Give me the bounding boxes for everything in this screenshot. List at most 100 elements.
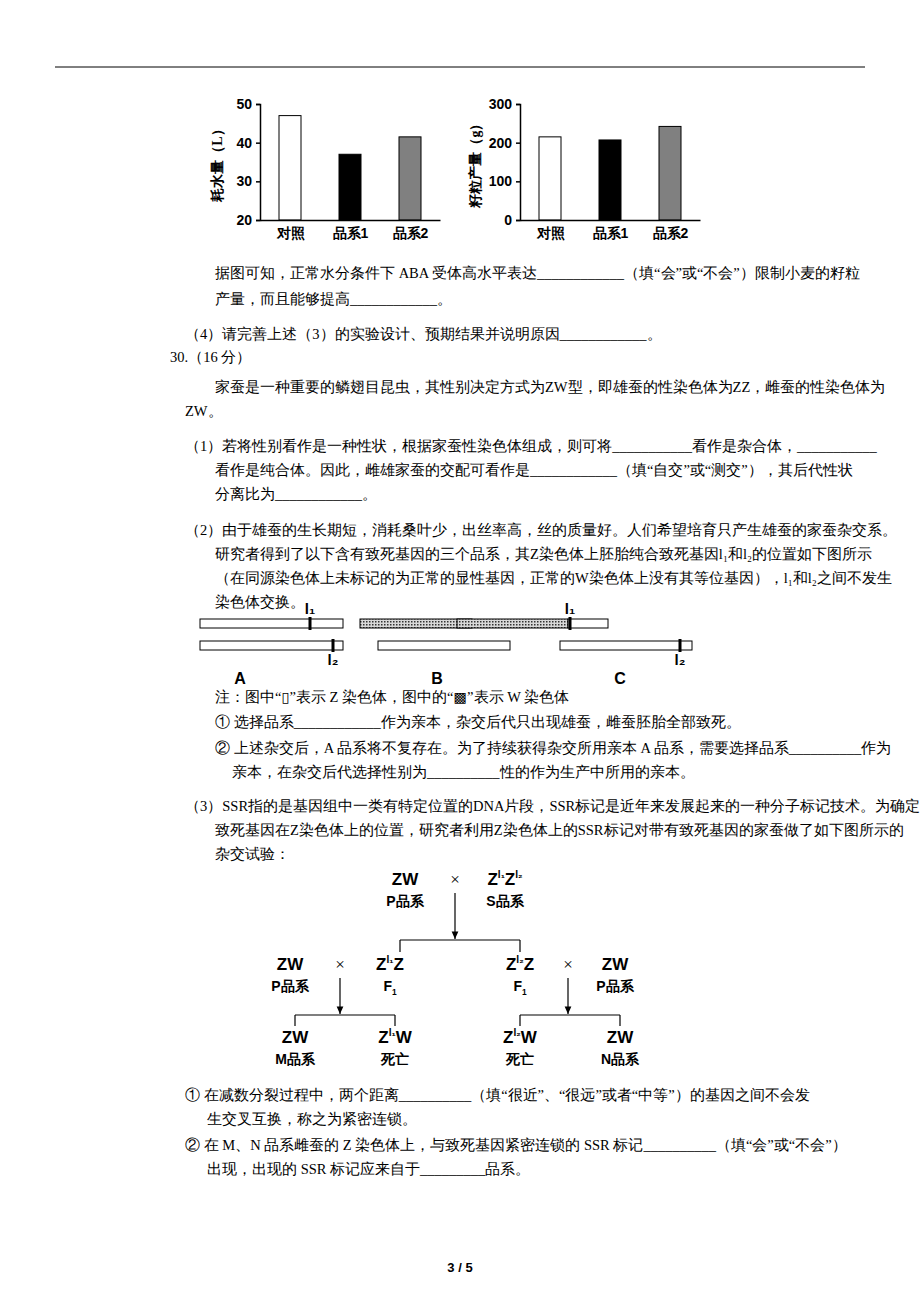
genotype: ZW (277, 955, 304, 974)
text-part: 1 (392, 987, 397, 997)
text-part: P品系 (271, 978, 309, 994)
bars (279, 116, 421, 220)
outcome-label: 死亡 (380, 1051, 409, 1067)
axis-line (521, 220, 701, 222)
tick: 40 (236, 135, 260, 151)
x-axis: 对照 品系1 品系2 (521, 220, 701, 241)
text-part: Z (376, 955, 386, 974)
z-chromosome (568, 619, 608, 628)
text-part: W (396, 1028, 413, 1047)
bar (279, 116, 301, 220)
text-line: 产量，而且能够提高____________。 (215, 291, 452, 307)
page: 20304050对照品系1品系2耗水量（L）0100200300对照品系1品系2… (0, 0, 920, 1302)
outcome-label: 死亡 (505, 1051, 534, 1067)
x-axis: 对照品系1品系2 (261, 220, 441, 241)
genotype: Zl₂W (503, 1027, 538, 1047)
tick-label: 品系1 (593, 225, 629, 241)
tick: 20 (236, 212, 260, 228)
text-line: （3）SSR指的是基因组中一类有特定位置的DNA片段，SSR标记是近年来发展起来… (185, 798, 920, 814)
gene-label: l₁ (305, 600, 315, 617)
tick-label: 品系2 (393, 225, 429, 241)
tick-label: 200 (489, 135, 513, 151)
text-line: （4）请完善上述（3）的实验设计、预期结果并说明原因____________。 (185, 326, 662, 342)
text-part: Z (505, 870, 515, 889)
strain-label: F1 (513, 978, 527, 997)
tick-label: 对照 (276, 225, 305, 241)
text-part: Z (487, 870, 497, 889)
tick: 30 (236, 173, 260, 189)
text-part: ZW (282, 1028, 309, 1047)
text-line: 30.（16 分） (170, 349, 251, 365)
bracket-line (520, 1014, 620, 1015)
text-part: N品系 (601, 1051, 640, 1067)
text-part: l₂ (515, 869, 522, 880)
strain-label: N品系 (601, 1051, 640, 1067)
z-chromosome (378, 641, 510, 650)
text-part: 1 (522, 987, 527, 997)
z-chromosome (200, 641, 343, 650)
tick-label: 300 (489, 96, 513, 112)
gene-label: l₂ (328, 651, 339, 668)
tick-mark (256, 142, 260, 144)
text-part: P品系 (386, 893, 424, 909)
axis-line (261, 220, 441, 222)
bracket-line (394, 1015, 395, 1026)
genotype: Zl₁Z (376, 954, 404, 974)
strain-label: P品系 (386, 893, 424, 909)
text-line: 分离比为____________。 (215, 486, 377, 502)
bars (539, 126, 681, 220)
text-line: 家蚕是一种重要的鳞翅目昆虫，其性别决定方式为ZW型，即雄蚕的性染色体为ZZ，雌蚕… (215, 379, 885, 395)
text-line: ① 在减数分裂过程中，两个距离__________（填“很近”、“很远”或者“中… (185, 1087, 810, 1103)
text-line: 研究者得到了以下含有致死基因的三个品系，其Z染色体上胚胎纯合致死基因l₁和l₂的… (215, 546, 872, 562)
text-part: P品系 (596, 978, 634, 994)
tick-label: 100 (489, 173, 513, 189)
tick: 品系1 (593, 220, 629, 241)
tick: 300 (489, 96, 520, 112)
w-chromosome (360, 619, 472, 628)
tick: 对照 (536, 220, 565, 241)
text-line: 杂交试验： (215, 846, 290, 862)
gene-label: l₁ (565, 600, 575, 617)
text-line: 染色体交换。 (215, 594, 305, 610)
tick: 0 (504, 212, 520, 228)
genotype: Zl₁W (378, 1027, 412, 1047)
tick-label: 50 (236, 96, 252, 112)
text-line: ② 上述杂交后，A 品系将不复存在。为了持续获得杂交所用亲本 A 品系，需要选择… (215, 740, 891, 756)
text-part: Z (503, 1028, 513, 1047)
text-part: S品系 (486, 893, 524, 909)
text-part: W (521, 1028, 538, 1047)
text-line: 出现，出现的 SSR 标记应来自于_________品系。 (207, 1161, 530, 1177)
tick-label: 对照 (536, 225, 565, 241)
bracket-line (295, 1014, 395, 1015)
genotype: Zl₁Zl₂ (487, 869, 522, 889)
text-part: ZW (392, 870, 419, 889)
panel-label: C (614, 670, 626, 687)
tick-mark (256, 104, 260, 106)
chromosome-figure: l₁l₂l₁l₂ABC (200, 600, 692, 687)
page-number: 3 / 5 (447, 1260, 472, 1275)
gene-label: l₂ (675, 651, 686, 668)
bracket-line (400, 939, 520, 940)
text-line: 生交叉互换，称之为紧密连锁。 (207, 1111, 417, 1127)
bar (399, 137, 421, 220)
text-part: ZW (602, 955, 629, 974)
bar (599, 140, 621, 220)
tick: 品系2 (393, 220, 429, 241)
tick-label: 0 (504, 212, 512, 228)
text-part: Z (524, 955, 534, 974)
cross-sign: × (335, 955, 345, 974)
header-rule (55, 67, 865, 68)
tick-mark (516, 181, 520, 183)
tick: 对照 (276, 220, 305, 241)
background (0, 0, 920, 1302)
axis-line (256, 105, 261, 221)
tick-label: 20 (236, 212, 252, 228)
strain-label: F1 (383, 978, 397, 997)
genotype: ZW (607, 1028, 634, 1047)
text-part: ZW (277, 955, 304, 974)
tick-label: 品系2 (653, 225, 689, 241)
text-part: ZW (607, 1028, 634, 1047)
tick-mark (516, 220, 520, 222)
y-axis-title: 耗水量（L） (210, 122, 225, 202)
text-part: l₁ (389, 1027, 396, 1038)
